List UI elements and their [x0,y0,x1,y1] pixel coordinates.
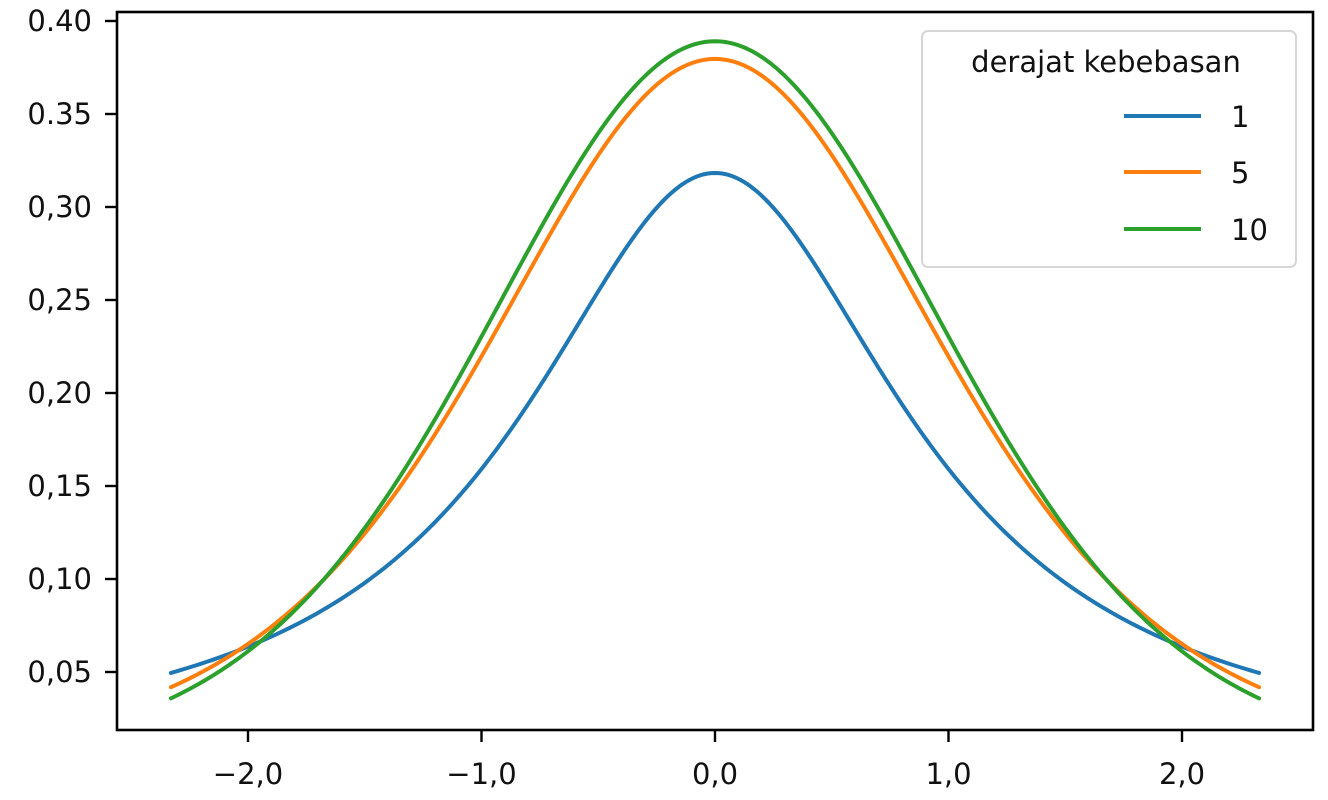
y-tick-label: 0,10 [27,562,92,596]
legend-label: 5 [1231,156,1249,190]
plot-area [115,10,1315,732]
x-tick-label: 0,0 [692,757,738,791]
x-axis: −2,0 −1,0 0,0 1,0 2,0 [213,730,1205,791]
legend-item: 10 [1124,213,1268,247]
series-line-df-10 [168,39,1262,701]
legend-label: 1 [1231,100,1249,134]
y-tick-label: 0,30 [27,190,92,224]
y-tick-label: 0,20 [27,376,92,410]
legend-item: 1 [1124,100,1249,134]
series-line-df-1 [168,170,1262,675]
series-line-df-5 [168,56,1262,690]
legend-label: 10 [1231,213,1268,247]
y-tick-label: 0,25 [27,283,92,317]
y-tick-label: 0.40 [27,4,92,38]
x-tick-label: 2,0 [1159,757,1205,791]
legend: derajat kebebasan 1 5 10 [921,30,1297,268]
y-axis: 0,05 0,10 0,15 0,20 0,25 0,30 0.35 0.40 [27,4,117,689]
y-tick-label: 0,15 [27,469,92,503]
y-tick-label: 0,05 [27,655,92,689]
legend-box [921,30,1297,268]
legend-item: 5 [1124,156,1249,190]
legend-title: derajat kebebasan [971,45,1241,79]
curves [168,39,1262,701]
x-tick-label: −1,0 [446,757,516,791]
y-tick-label: 0.35 [27,97,92,131]
x-tick-label: −2,0 [213,757,283,791]
x-tick-label: 1,0 [925,757,971,791]
